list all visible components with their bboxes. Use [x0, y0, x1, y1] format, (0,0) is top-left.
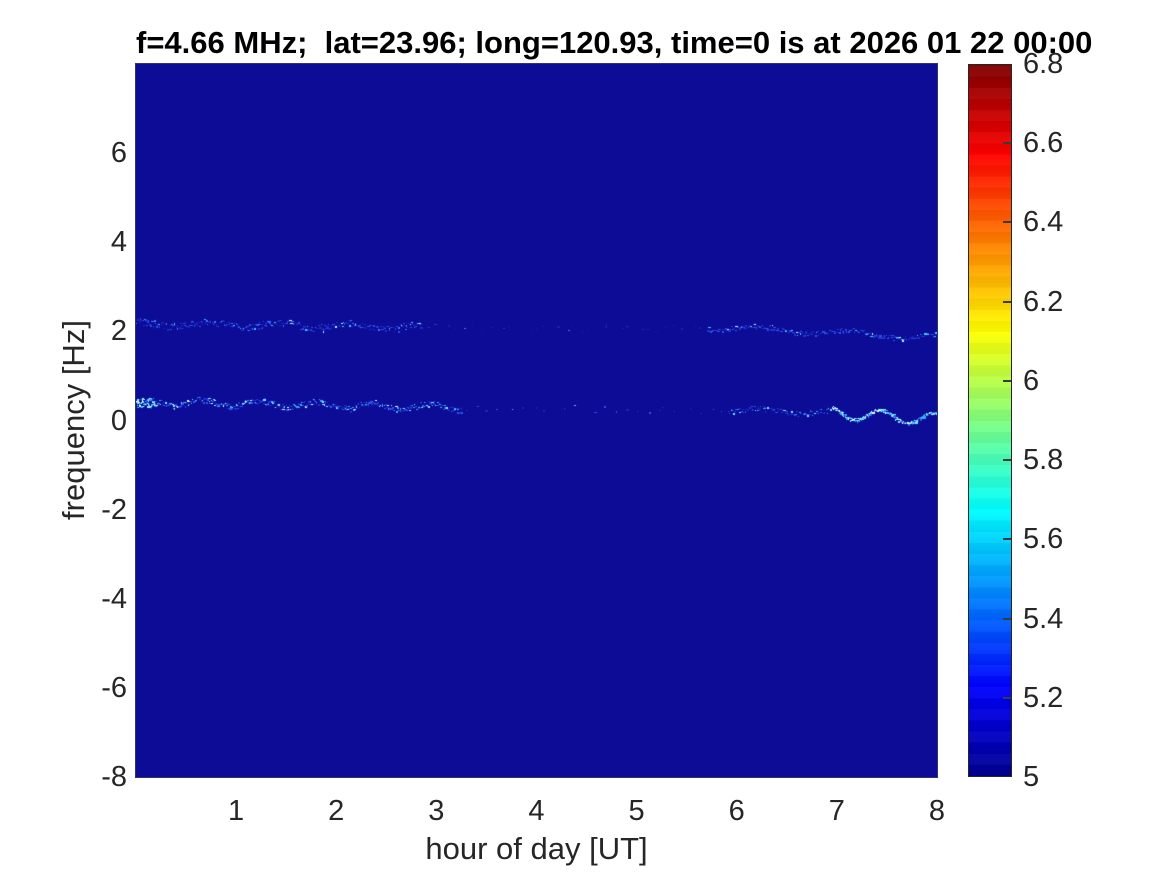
colorbar-tick-mark: [1003, 379, 1011, 382]
x-tick-label: 2: [328, 795, 345, 827]
x-tick-label: 8: [928, 795, 946, 827]
colorbar-tick-label: 5: [1023, 761, 1040, 793]
y-tick-label: 6: [110, 137, 127, 170]
x-tick-label: 7: [828, 795, 845, 827]
colorbar-tick-label: 6: [1023, 364, 1040, 397]
colorbar-tick-mark: [1003, 459, 1011, 462]
colorbar: [968, 64, 1012, 777]
colorbar-tick-label: 6.6: [1023, 127, 1064, 160]
y-tick-label: 4: [110, 226, 127, 259]
colorbar-tick-mark: [1003, 300, 1011, 303]
plot-area: [135, 63, 938, 778]
x-axis-label: hour of day [UT]: [425, 831, 648, 866]
y-tick-label: -6: [101, 671, 127, 704]
x-tick-label: 4: [528, 795, 545, 827]
colorbar-gradient: [969, 65, 1011, 776]
x-tick-label: 6: [728, 795, 745, 827]
colorbar-tick-label: 5.2: [1023, 681, 1064, 714]
plot-title: f=4.66 MHz; lat=23.96; long=120.93, time…: [136, 25, 1093, 60]
colorbar-tick-label: 5.6: [1023, 523, 1064, 556]
y-tick-label: 0: [110, 404, 127, 437]
colorbar-tick-mark: [1003, 538, 1011, 541]
colorbar-tick-label: 6.8: [1023, 48, 1064, 80]
y-tick-label: -8: [101, 761, 127, 793]
spectrogram-canvas: [136, 64, 937, 777]
y-tick-label: -4: [101, 582, 127, 615]
y-tick-label: -2: [101, 493, 127, 526]
colorbar-tick-mark: [1003, 696, 1011, 699]
colorbar-tick-mark: [1003, 617, 1011, 620]
colorbar-tick-label: 6.4: [1023, 206, 1064, 239]
x-tick-label: 5: [628, 795, 645, 827]
x-tick-label: 3: [428, 795, 445, 827]
colorbar-tick-label: 6.2: [1023, 285, 1064, 318]
colorbar-tick-label: 5.8: [1023, 444, 1064, 477]
colorbar-tick-label: 5.4: [1023, 602, 1064, 635]
colorbar-tick-mark: [1003, 221, 1011, 224]
colorbar-tick-mark: [1003, 142, 1011, 145]
x-tick-label: 1: [228, 795, 245, 827]
y-tick-label: 2: [110, 315, 127, 348]
